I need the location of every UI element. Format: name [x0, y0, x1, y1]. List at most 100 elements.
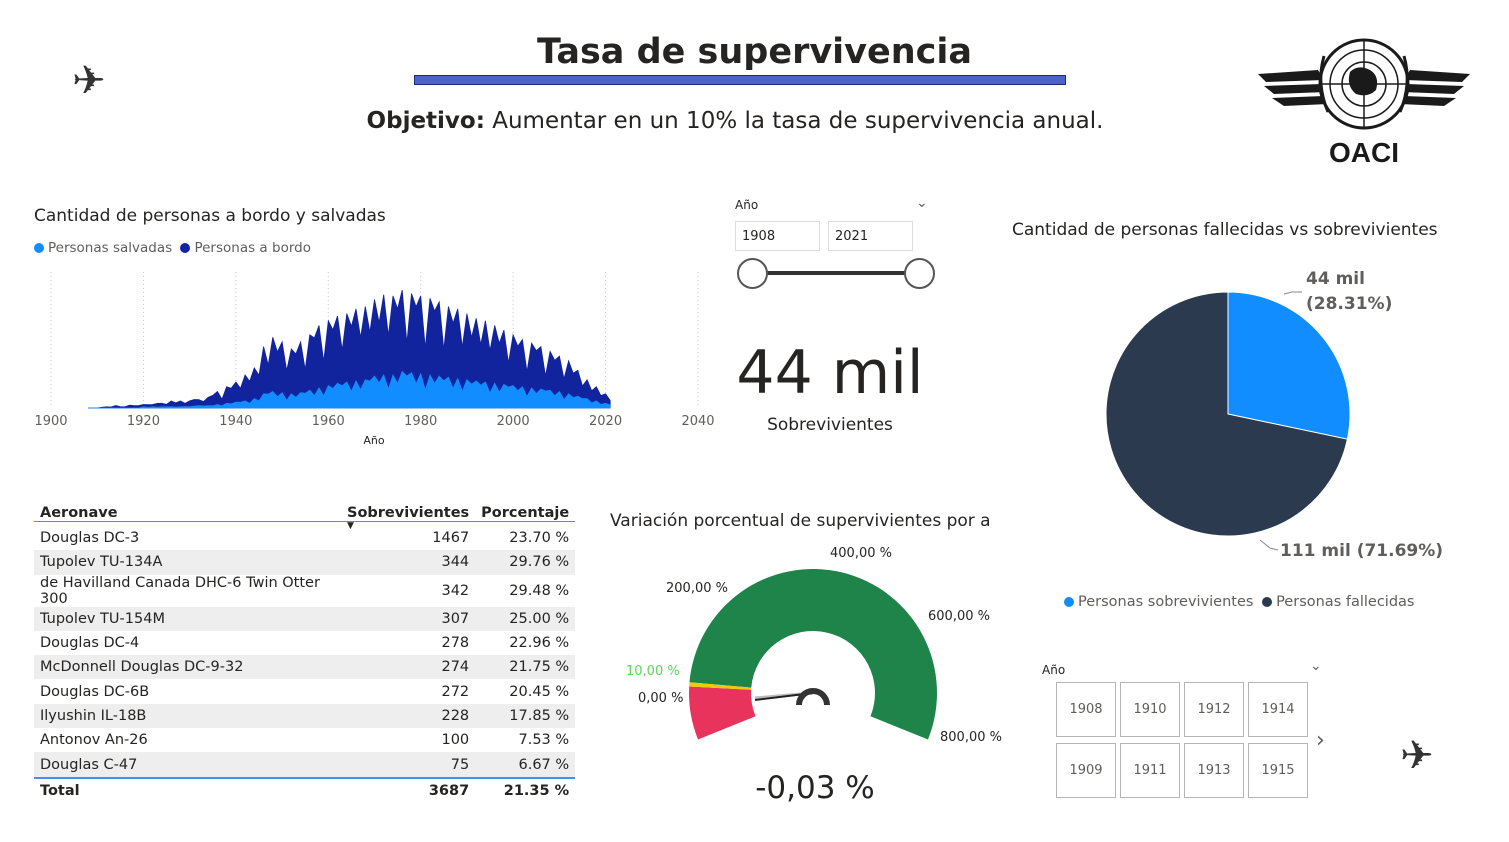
table-row[interactable]: Douglas DC-3 1467 23.70 % — [34, 526, 576, 551]
pie-label-dead: 111 mil (71.69%) — [1280, 541, 1444, 561]
cell-sobrevivientes: 344 — [341, 550, 476, 575]
gauge-value: -0,03 % — [755, 770, 875, 806]
pie-label-surv-value: 44 mil — [1306, 269, 1365, 289]
cell-sobrevivientes: 100 — [341, 728, 476, 753]
table-row[interactable]: de Havilland Canada DHC-6 Twin Otter 300… — [34, 574, 576, 607]
objective: Objetivo: Aumentar en un 10% la tasa de … — [0, 108, 1470, 134]
table-row[interactable]: McDonnell Douglas DC-9-32 274 21.75 % — [34, 655, 576, 680]
year-tile[interactable]: 1911 — [1120, 743, 1180, 798]
legend-dot-fallecidas — [1262, 597, 1273, 607]
aircraft-table-wrap: Aeronave Sobrevivientes ▼ Porcentaje Doug… — [34, 497, 576, 803]
cell-porcentaje: 20.45 % — [475, 679, 576, 704]
chevron-down-icon[interactable]: ⌄ — [916, 195, 928, 211]
col-header-aeronave[interactable]: Aeronave — [34, 497, 341, 522]
table-row[interactable]: Douglas DC-4 278 22.96 % — [34, 630, 576, 656]
year-slider-track[interactable] — [752, 271, 918, 275]
x-tick-label: 2020 — [589, 414, 622, 429]
cell-total-porcentaje: 21.35 % — [475, 776, 576, 803]
slider-handle-end[interactable] — [904, 258, 935, 289]
cell-porcentaje: 29.48 % — [475, 574, 576, 607]
year-tile[interactable]: 1913 — [1184, 743, 1244, 798]
cell-aeronave: McDonnell Douglas DC-9-32 — [34, 655, 341, 680]
table-row[interactable]: Douglas C-47 75 6.67 % — [34, 752, 576, 778]
title-underline — [414, 75, 1066, 85]
gauge-chart — [689, 568, 937, 740]
cell-aeronave: Douglas DC-4 — [34, 630, 341, 656]
kpi-label: Sobrevivientes — [767, 415, 893, 435]
x-tick-label: 1920 — [127, 414, 160, 429]
series-area-salvadas[interactable] — [87, 370, 611, 409]
year-tile[interactable]: 1912 — [1184, 682, 1244, 737]
col-header-porcentaje[interactable]: Porcentaje — [475, 497, 576, 522]
table-total-row: Total 3687 21.35 % — [34, 776, 576, 803]
year-tile[interactable]: 1909 — [1056, 743, 1116, 798]
table-row[interactable]: Tupolev TU-154M 307 25.00 % — [34, 606, 576, 631]
cell-total-sobrevivientes: 3687 — [341, 776, 476, 803]
cell-porcentaje: 25.00 % — [475, 606, 576, 631]
x-tick-label: 2040 — [681, 414, 714, 429]
year-tile-slicer-label: Año — [1042, 663, 1066, 677]
page-title: Tasa de supervivencia — [536, 32, 973, 72]
slider-handle-start[interactable] — [737, 258, 768, 289]
x-tick-label: 1900 — [34, 414, 67, 429]
pie-leader-lines — [1259, 291, 1302, 551]
cell-aeronave: Douglas DC-6B — [34, 679, 341, 704]
year-tile[interactable]: 1910 — [1120, 682, 1180, 737]
gauge-label-200: 200,00 % — [666, 581, 728, 596]
aircraft-table: Aeronave Sobrevivientes ▼ Porcentaje Doug… — [34, 497, 576, 803]
col-header-sobrevivientes-label: Sobrevivientes — [347, 505, 470, 521]
cell-aeronave: de Havilland Canada DHC-6 Twin Otter 300 — [34, 574, 341, 607]
pie-legend: Personas sobrevivientes Personas falleci… — [1064, 594, 1414, 610]
year-tile[interactable]: 1914 — [1248, 682, 1308, 737]
cell-sobrevivientes: 75 — [341, 752, 476, 778]
area-chart-title: Cantidad de personas a bordo y salvadas — [34, 206, 386, 226]
cell-sobrevivientes: 274 — [341, 655, 476, 680]
chevron-right-icon[interactable]: › — [1316, 728, 1325, 753]
pie-chart — [1105, 291, 1351, 537]
x-axis-label: Año — [363, 434, 384, 447]
legend-dot-salvadas — [34, 243, 44, 253]
cell-aeronave: Tupolev TU-154M — [34, 606, 341, 631]
gauge-label-600: 600,00 % — [928, 609, 990, 624]
x-tick-label: 1980 — [404, 414, 437, 429]
x-tick-label: 1940 — [219, 414, 252, 429]
cell-sobrevivientes: 342 — [341, 574, 476, 607]
airplane-icon: ✈ — [72, 58, 106, 104]
cell-porcentaje: 21.75 % — [475, 655, 576, 680]
col-header-sobrevivientes[interactable]: Sobrevivientes ▼ — [341, 497, 476, 531]
table-row[interactable]: Antonov An-26 100 7.53 % — [34, 728, 576, 753]
gauge-label-400: 400,00 % — [830, 546, 892, 561]
table-row[interactable]: Douglas DC-6B 272 20.45 % — [34, 679, 576, 704]
airplane-icon: ✈ — [1400, 733, 1434, 779]
year-to-input[interactable]: 2021 — [828, 221, 913, 251]
cell-sobrevivientes: 228 — [341, 703, 476, 729]
cell-aeronave: Douglas DC-3 — [34, 526, 341, 551]
objective-text: Aumentar en un 10% la tasa de superviven… — [484, 108, 1104, 134]
cell-porcentaje: 17.85 % — [475, 703, 576, 729]
year-from-input[interactable]: 1908 — [735, 221, 820, 251]
year-tile[interactable]: 1915 — [1248, 743, 1308, 798]
gauge-title: Variación porcentual de supervivientes p… — [610, 511, 991, 531]
cell-sobrevivientes: 1467 — [341, 526, 476, 551]
pie-slice-fallecidas[interactable] — [1105, 291, 1348, 537]
pie-slice-sobrevivientes[interactable] — [1227, 291, 1351, 440]
series-area-a-bordo[interactable] — [87, 289, 611, 409]
pie-chart-title: Cantidad de personas fallecidas vs sobre… — [1012, 220, 1438, 240]
legend-dot-a-bordo — [180, 243, 191, 253]
table-row[interactable]: Tupolev TU-134A 344 29.76 % — [34, 550, 576, 575]
oaci-logo: OACI — [1258, 36, 1470, 168]
table-row[interactable]: Ilyushin IL-18B 228 17.85 % — [34, 703, 576, 729]
cell-porcentaje: 6.67 % — [475, 752, 576, 778]
legend-label-fallecidas: Personas fallecidas — [1276, 594, 1415, 610]
gauge-good-band — [689, 568, 937, 740]
objective-label: Objetivo: — [366, 108, 485, 134]
legend-dot-sobrevivientes — [1064, 597, 1074, 607]
x-tick-label: 1960 — [312, 414, 345, 429]
cell-porcentaje: 29.76 % — [475, 550, 576, 575]
year-tile[interactable]: 1908 — [1056, 682, 1116, 737]
gauge-label-800: 800,00 % — [940, 730, 1002, 745]
cell-porcentaje: 22.96 % — [475, 630, 576, 656]
cell-aeronave: Tupolev TU-134A — [34, 550, 341, 575]
cell-porcentaje: 23.70 % — [475, 526, 576, 551]
chevron-down-icon[interactable]: ⌄ — [1310, 658, 1322, 674]
